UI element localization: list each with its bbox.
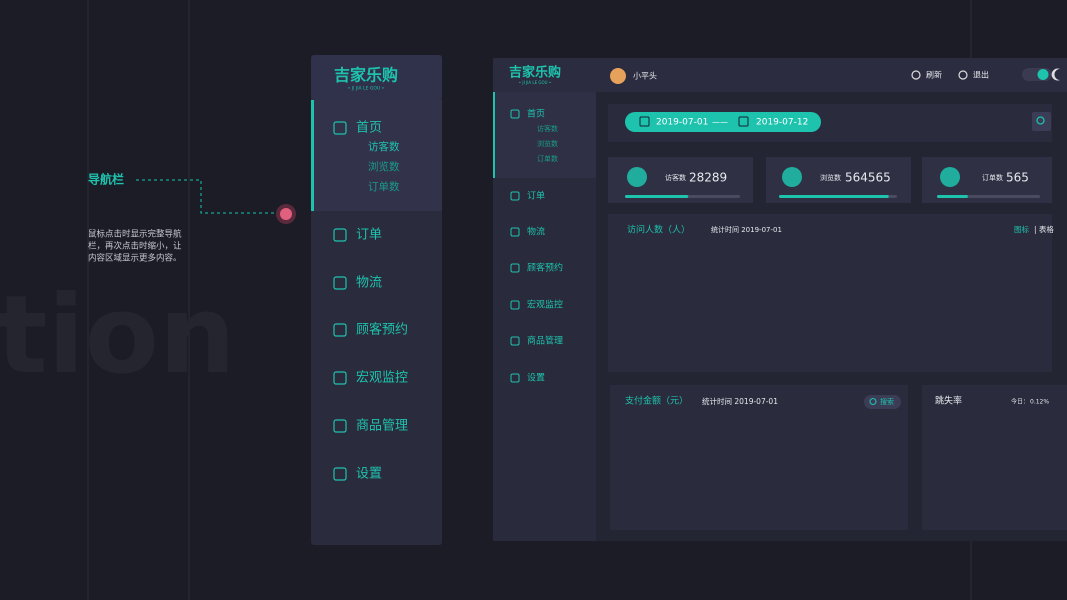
active-item-bg xyxy=(311,100,442,211)
logo: 吉家乐购 xyxy=(509,65,561,81)
menu-item[interactable]: 订单 xyxy=(527,190,545,202)
menu-icon xyxy=(510,373,520,383)
toggle-knob xyxy=(1037,69,1049,80)
date-start[interactable]: 2019-07-01 xyxy=(656,118,708,128)
date-range[interactable] xyxy=(625,112,821,132)
panel xyxy=(610,385,908,530)
stat-label: 访客数 xyxy=(665,173,686,182)
user-name: 小平头 xyxy=(633,71,657,81)
calendar-icon xyxy=(738,116,749,127)
stat-value: 28289 xyxy=(689,171,727,185)
logout-icon xyxy=(958,70,968,80)
menu-item[interactable]: 顾客预约 xyxy=(356,322,408,338)
menu-item[interactable]: 宏观监控 xyxy=(356,371,408,386)
search-icon xyxy=(1036,116,1045,125)
annotation-line xyxy=(136,179,274,214)
menu-icon xyxy=(333,323,347,337)
stat-label: 订单数 xyxy=(982,173,1003,182)
stat-value: 564565 xyxy=(845,171,891,185)
stat-label: 浏览数 xyxy=(820,173,841,182)
submenu-item[interactable]: 浏览数 xyxy=(368,160,400,173)
active-indicator xyxy=(493,92,495,178)
chart-title: 支付金额（元） xyxy=(625,395,688,407)
annotation-dot xyxy=(280,208,292,220)
progress-bar xyxy=(779,195,889,198)
menu-item[interactable]: 设置 xyxy=(527,373,545,384)
progress-bar xyxy=(625,195,689,198)
menu-item[interactable]: 首页 xyxy=(356,121,382,136)
annotation-text: 鼠标点击时显示完整导航 xyxy=(88,229,182,240)
active-indicator xyxy=(311,100,314,211)
menu-icon xyxy=(333,228,347,242)
moon-icon xyxy=(1051,68,1060,81)
chart-title: 访问人数（人） xyxy=(627,224,690,236)
menu-icon xyxy=(333,371,347,385)
view-table-tab[interactable]: | 表格 xyxy=(1034,224,1054,234)
search-text[interactable]: 搜索 xyxy=(880,397,894,406)
chart-subtitle: 统计时间 2019-07-01 xyxy=(711,225,782,234)
menu-icon xyxy=(510,336,520,346)
logo-sub: • JI JIA LE GOU • xyxy=(519,80,551,85)
menu-icon xyxy=(510,109,520,119)
refresh-button[interactable]: 刷新 xyxy=(926,70,942,80)
menu-item[interactable]: 顾客预约 xyxy=(527,262,563,274)
stat-icon xyxy=(627,167,647,187)
submenu-item[interactable]: 浏览数 xyxy=(537,139,558,148)
logout-button[interactable]: 退出 xyxy=(973,70,989,80)
submenu-item[interactable]: 访客数 xyxy=(368,140,400,153)
submenu-item[interactable]: 订单数 xyxy=(368,180,400,193)
menu-item[interactable]: 订单 xyxy=(356,228,382,243)
background-text: tion xyxy=(0,273,236,398)
refresh-icon xyxy=(911,70,921,80)
menu-icon xyxy=(510,227,520,237)
chart-title: 跳失率 xyxy=(935,395,962,407)
menu-item[interactable]: 首页 xyxy=(527,108,545,120)
menu-icon xyxy=(510,263,520,273)
menu-icon xyxy=(333,419,347,433)
annotation-title: 导航栏 xyxy=(88,172,124,187)
view-chart-tab[interactable]: 图标 xyxy=(1014,224,1030,234)
menu-icon xyxy=(333,121,347,135)
menu-item[interactable]: 设置 xyxy=(356,467,382,482)
search-button[interactable] xyxy=(1032,112,1051,131)
stat-value: 565 xyxy=(1006,171,1029,185)
calendar-icon xyxy=(639,116,650,127)
avatar[interactable] xyxy=(610,68,626,84)
today-label: 今日： xyxy=(1011,398,1029,406)
panel xyxy=(922,385,1067,530)
header xyxy=(493,58,1067,92)
logo-sub: • JI JIA LE GOU • xyxy=(348,86,385,92)
menu-icon xyxy=(333,276,347,290)
stat-icon xyxy=(782,167,802,187)
search-icon xyxy=(869,397,877,406)
today-value: 0.12% xyxy=(1030,399,1049,406)
chart-subtitle: 统计时间 2019-07-01 xyxy=(702,396,778,406)
annotation-text: 内容区域显示更多内容。 xyxy=(88,253,182,264)
menu-item[interactable]: 宏观监控 xyxy=(527,299,563,311)
menu-item[interactable]: 物流 xyxy=(527,226,545,238)
sidebar-logo-area xyxy=(311,55,442,100)
date-separator: —— xyxy=(712,118,728,127)
active-item-bg xyxy=(493,92,596,178)
annotation-text: 栏，再次点击时缩小，让 xyxy=(88,241,182,252)
menu-item[interactable]: 物流 xyxy=(356,276,382,291)
progress-bar xyxy=(937,195,968,198)
menu-icon xyxy=(510,300,520,310)
submenu-item[interactable]: 订单数 xyxy=(537,154,558,163)
menu-icon xyxy=(333,467,347,481)
logo: 吉家乐购 xyxy=(334,66,398,85)
menu-icon xyxy=(510,191,520,201)
submenu-item[interactable]: 访客数 xyxy=(537,124,558,133)
panel xyxy=(608,214,1052,372)
menu-item[interactable]: 商品管理 xyxy=(527,335,563,347)
menu-item[interactable]: 商品管理 xyxy=(356,419,408,434)
stat-icon xyxy=(940,167,960,187)
date-end[interactable]: 2019-07-12 xyxy=(756,118,808,128)
